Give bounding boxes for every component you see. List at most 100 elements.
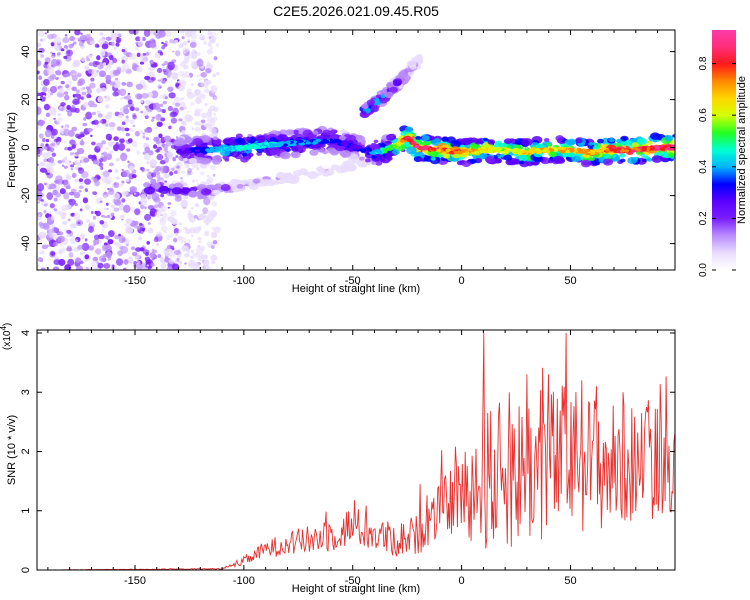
noise-speck [74, 159, 80, 166]
noise-speck [124, 118, 130, 123]
main-line-halo-point [548, 151, 557, 158]
spectrogram-data [37, 30, 675, 270]
main-line-halo-point [340, 150, 352, 158]
lower-branch-point [209, 186, 216, 190]
noise-speck [92, 256, 99, 262]
noise-speck [81, 242, 90, 252]
noise-speck [70, 167, 74, 171]
noise-speck [37, 163, 40, 166]
noise-speck [198, 253, 204, 259]
main-line-core-point [596, 149, 602, 153]
noise-speck [163, 135, 171, 142]
noise-speck [183, 64, 189, 70]
noise-speck [101, 228, 105, 232]
noise-speck [154, 211, 162, 218]
main-line-halo-point [290, 146, 299, 152]
noise-speck [102, 123, 106, 127]
noise-speck [39, 250, 45, 255]
main-line-halo-point [279, 151, 291, 160]
noise-speck [138, 213, 142, 216]
noise-speck [131, 140, 138, 148]
noise-speck [158, 133, 163, 139]
noise-speck [187, 116, 194, 121]
noise-speck [59, 106, 63, 109]
noise-speck [66, 105, 71, 111]
noise-speck [190, 234, 194, 238]
spectrogram-y-tick-label: 0 [20, 145, 32, 151]
main-line-halo-point [371, 161, 377, 165]
snr-x-axis: -150 -100 -50 0 50 [47, 330, 659, 587]
main-line-halo-point [387, 135, 394, 140]
noise-speck [139, 247, 145, 252]
noise-speck [181, 35, 185, 40]
noise-speck [64, 228, 67, 232]
noise-speck [72, 94, 76, 98]
upper-branch-point [392, 80, 402, 87]
noise-speck [176, 161, 183, 167]
noise-speck [105, 251, 112, 259]
noise-speck [155, 136, 160, 141]
noise-speck [119, 215, 125, 220]
noise-speck [78, 190, 82, 193]
noise-speck [136, 66, 143, 73]
lower-branch-point [161, 186, 169, 192]
noise-speck [160, 225, 168, 232]
noise-speck [135, 36, 141, 42]
colorbar-tick-label: 0.0 [698, 263, 709, 277]
main-line-halo-point [373, 139, 379, 144]
noise-speck [43, 158, 48, 163]
noise-speck [82, 122, 88, 127]
noise-speck [43, 203, 48, 207]
noise-speck [129, 53, 137, 61]
noise-speck [63, 146, 69, 151]
noise-speck [102, 62, 107, 67]
noise-speck [41, 120, 46, 125]
noise-speck [104, 67, 109, 72]
spectrogram-y-tick-label: 20 [20, 93, 32, 105]
noise-speck [46, 93, 52, 99]
noise-speck [178, 81, 181, 83]
noise-speck [134, 93, 141, 100]
main-line-halo-point [364, 158, 371, 163]
noise-speck [169, 39, 174, 44]
noise-speck [121, 237, 126, 243]
noise-speck [75, 89, 80, 94]
noise-speck [43, 103, 50, 111]
noise-speck [37, 59, 42, 67]
noise-speck [55, 70, 62, 76]
main-line-halo-point [619, 153, 626, 158]
lower-branch-point [345, 164, 356, 172]
noise-speck [49, 106, 57, 116]
main-line-halo-point [499, 153, 505, 158]
snr-x-label: Height of straight line (km) [292, 583, 420, 595]
noise-speck [159, 103, 164, 108]
noise-speck [46, 66, 55, 75]
noise-speck [153, 204, 159, 209]
noise-speck [97, 262, 104, 269]
snr-series-line [37, 332, 675, 570]
main-line-halo-point [487, 139, 496, 145]
noise-speck [78, 41, 84, 47]
lower-branch-point [361, 163, 367, 167]
noise-speck [142, 135, 146, 139]
noise-speck [125, 228, 134, 234]
snr-y-tick-label: 3 [20, 389, 32, 395]
noise-speck [134, 46, 139, 50]
noise-speck [98, 162, 104, 168]
noise-speck [193, 215, 199, 219]
lower-branch-point [181, 187, 191, 194]
noise-speck [112, 91, 119, 97]
noise-speck [45, 143, 49, 147]
noise-speck [159, 257, 166, 264]
lower-branch-point [211, 189, 221, 196]
noise-speck [195, 96, 202, 105]
noise-speck [119, 107, 124, 112]
spectrogram-x-tick-label: -50 [345, 275, 361, 287]
noise-speck [179, 106, 185, 111]
noise-speck [134, 208, 141, 216]
main-line-halo-point [503, 138, 512, 145]
main-line-core-point [541, 149, 547, 153]
noise-speck [206, 61, 211, 65]
noise-speck [178, 222, 183, 226]
noise-speck [51, 53, 56, 58]
